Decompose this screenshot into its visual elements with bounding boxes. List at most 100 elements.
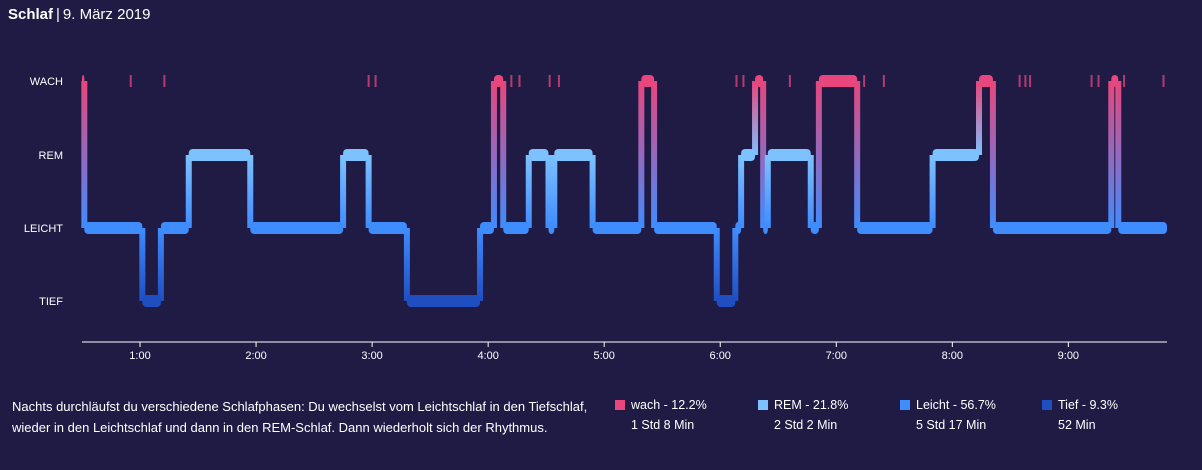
stage-segment-tief[interactable]: [142, 295, 161, 307]
sleep-hypnogram-chart: WACH REM LEICHT TIEF 1:00 2:00 3:00 4:00 5:00 6:…: [24, 75, 1167, 362]
page-header: Schlaf | 9. März 2019: [8, 6, 150, 23]
x-tick-label: 8:00: [942, 350, 963, 362]
x-tick-label: 7:00: [826, 350, 847, 362]
stage-segment-leicht[interactable]: [654, 222, 717, 234]
stage-segment-leicht[interactable]: [503, 222, 529, 234]
brief-wake-mark: [742, 75, 745, 87]
stage-segment-wach[interactable]: [641, 75, 655, 87]
stage-segment-leicht[interactable]: [480, 222, 494, 234]
stage-segment-leicht[interactable]: [84, 222, 143, 234]
brief-wake-mark: [510, 75, 513, 87]
y-label-wach: WACH: [30, 76, 63, 88]
stage-transition: [365, 155, 372, 228]
stage-transition: [989, 81, 996, 228]
legend-duration: 52 Min: [1058, 418, 1096, 432]
stage-segment-rem[interactable]: [528, 149, 549, 161]
sleep-date: 9. März 2019: [62, 6, 151, 23]
stage-segment-leicht[interactable]: [735, 222, 742, 234]
stage-transition: [638, 81, 645, 228]
stage-segment-wach[interactable]: [1111, 75, 1119, 87]
legend-swatch: [1042, 400, 1052, 410]
stage-transition: [1108, 81, 1115, 228]
x-tick-label: 9:00: [1058, 350, 1079, 362]
x-tick-label: 3:00: [361, 350, 382, 362]
legend-duration: 1 Std 8 Min: [631, 418, 695, 432]
stage-segment-leicht[interactable]: [857, 222, 933, 234]
x-tick-label: 6:00: [710, 350, 731, 362]
brief-wake-mark: [863, 75, 866, 87]
stage-segment-rem[interactable]: [188, 149, 251, 161]
stage-segment-tief[interactable]: [716, 295, 736, 307]
stage-segment-leicht[interactable]: [592, 222, 642, 234]
y-label-rem: REM: [39, 150, 63, 162]
stage-segment-leicht[interactable]: [1118, 222, 1167, 234]
brief-wake-mark: [557, 75, 560, 87]
x-tick-label: 5:00: [593, 350, 614, 362]
stage-segment-leicht[interactable]: [810, 222, 819, 234]
brief-wake-mark: [518, 75, 521, 87]
stage-segment-rem[interactable]: [343, 149, 369, 161]
stage-segment-wach[interactable]: [755, 75, 764, 87]
stage-segment-rem[interactable]: [554, 149, 593, 161]
brief-wake-mark: [129, 75, 132, 87]
brief-wake-mark: [735, 75, 738, 87]
stage-transition: [589, 155, 596, 228]
brief-wake-mark: [788, 75, 791, 87]
stage-segment-rem[interactable]: [767, 149, 811, 161]
stage-segment-leicht[interactable]: [548, 222, 555, 234]
stage-segment-rem[interactable]: [932, 149, 980, 161]
stage-transition: [545, 155, 552, 228]
stage-transition: [1115, 81, 1122, 228]
stage-transition: [81, 81, 88, 228]
stage-segment-wach[interactable]: [818, 75, 858, 87]
stage-transition: [752, 81, 759, 155]
stage-segment-leicht[interactable]: [160, 222, 189, 234]
x-tick-label: 2:00: [245, 350, 266, 362]
legend-swatch: [900, 400, 910, 410]
stage-segment-rem[interactable]: [741, 149, 756, 161]
stage-segment-wach[interactable]: [979, 75, 993, 87]
legend-item: Tief - 9.3% 52 Min: [1042, 398, 1118, 432]
stage-transition: [713, 228, 720, 301]
legend-duration: 2 Std 2 Min: [774, 418, 838, 432]
hypnogram-plot: [81, 75, 1167, 307]
stage-transition: [139, 228, 146, 301]
brief-wake-mark: [367, 75, 370, 87]
stage-transition: [976, 81, 983, 155]
legend-swatch: [615, 400, 625, 410]
legend-item: wach - 12.2% 1 Std 8 Min: [615, 398, 707, 432]
stage-segment-wach[interactable]: [493, 75, 504, 87]
brief-wake-mark: [1123, 75, 1126, 87]
stage-segment-leicht[interactable]: [763, 222, 768, 234]
x-tick-label: 1:00: [129, 350, 150, 362]
legend-label: REM - 21.8%: [774, 398, 849, 412]
stage-transition: [340, 155, 347, 228]
stage-transition: [525, 155, 532, 228]
brief-wake-mark: [163, 75, 166, 87]
stage-transition: [157, 228, 164, 301]
stage-transition: [477, 228, 484, 301]
stage-transition: [854, 81, 861, 228]
y-label-tief: TIEF: [39, 296, 63, 308]
brief-wake-mark: [1024, 75, 1027, 87]
page-title: Schlaf: [8, 6, 54, 23]
stage-transition: [929, 155, 936, 228]
legend-duration: 5 Std 17 Min: [916, 418, 987, 432]
stage-segment-leicht[interactable]: [250, 222, 344, 234]
stage-segment-tief[interactable]: [406, 295, 481, 307]
stage-segment-wach[interactable]: [82, 75, 85, 87]
stage-segment-leicht[interactable]: [368, 222, 407, 234]
stage-transition: [247, 155, 254, 228]
stage-transition: [764, 155, 771, 228]
x-axis: 1:00 2:00 3:00 4:00 5:00 6:00 7:00 8:00 9:00: [82, 341, 1167, 362]
brief-wake-mark: [548, 75, 551, 87]
stage-transition: [500, 81, 507, 228]
brief-wake-mark: [1090, 75, 1093, 87]
legend-label: Tief - 9.3%: [1058, 398, 1118, 412]
stage-transition: [651, 81, 658, 228]
header-separator: |: [56, 6, 60, 23]
stage-transition: [732, 228, 739, 301]
brief-wake-mark: [1097, 75, 1100, 87]
brief-wake-mark: [1162, 75, 1165, 87]
stage-segment-leicht[interactable]: [992, 222, 1112, 234]
